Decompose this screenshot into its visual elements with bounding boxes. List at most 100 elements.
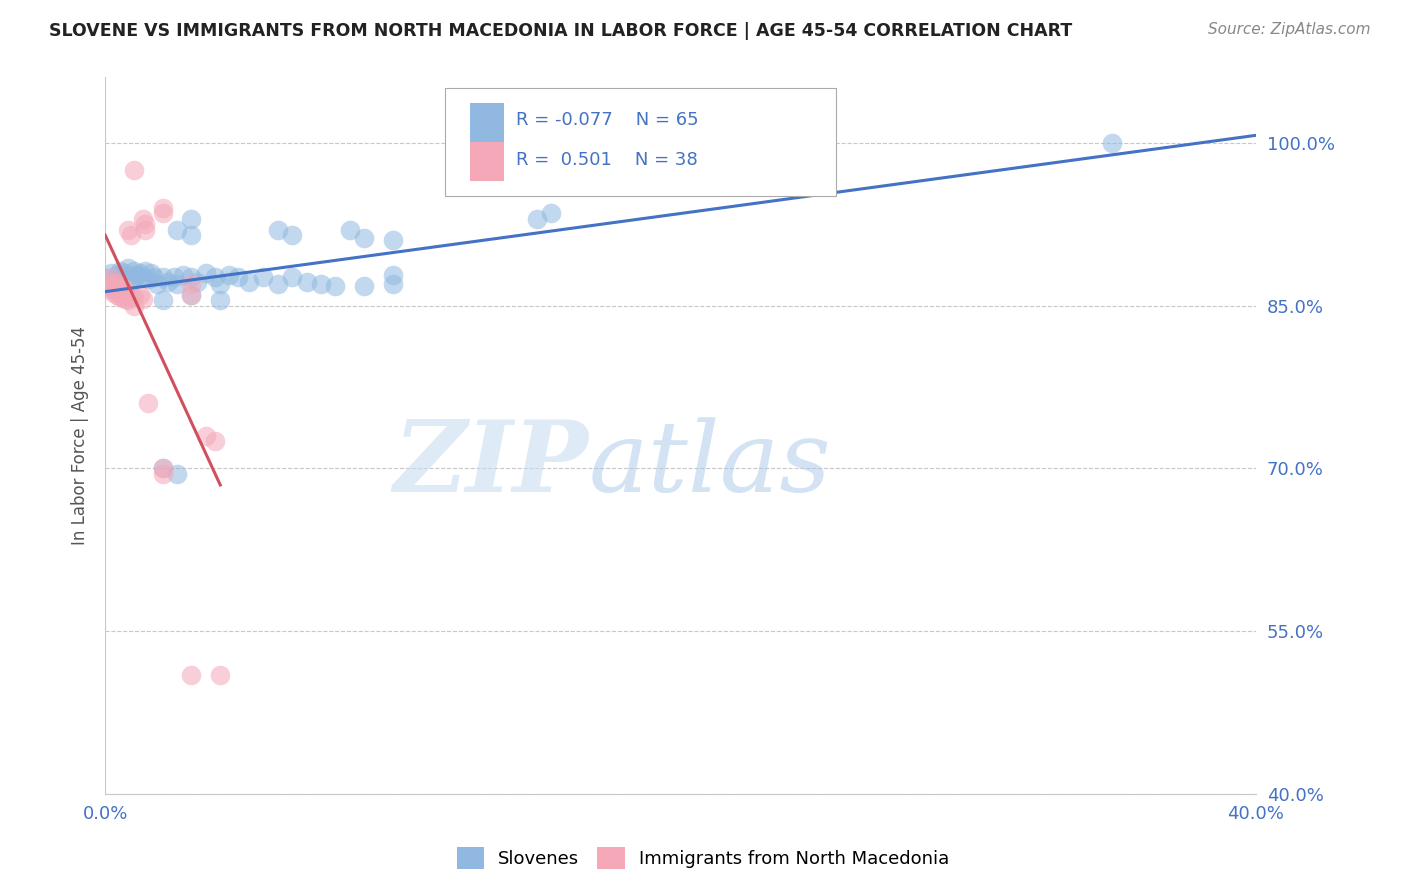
Point (122, 162, 145, 177)
Point (100, 266, 122, 280)
Point (204, 434, 226, 449)
Point (114, 266, 136, 280)
Point (120, 227, 142, 242)
Text: R = -0.077    N = 65: R = -0.077 N = 65 (516, 112, 699, 129)
Point (163, 270, 186, 285)
Point (152, 467, 174, 481)
Point (180, 211, 202, 226)
Point (125, 268, 148, 282)
Point (108, 274, 131, 288)
Point (128, 266, 150, 280)
Point (117, 260, 139, 275)
Point (100, 279, 122, 293)
Point (138, 396, 160, 410)
Point (166, 277, 188, 291)
Point (97, 282, 120, 296)
Point (134, 222, 156, 236)
Point (194, 429, 217, 443)
Point (122, 290, 145, 304)
Point (180, 287, 202, 301)
Point (152, 293, 174, 307)
Point (103, 275, 125, 289)
Point (108, 264, 131, 278)
Point (381, 268, 404, 282)
Point (131, 292, 153, 306)
Point (238, 275, 260, 289)
Point (100, 271, 122, 285)
Point (526, 211, 548, 226)
Point (209, 668, 232, 682)
Point (117, 293, 139, 307)
Point (226, 270, 249, 285)
Point (97, 277, 120, 291)
Point (152, 461, 174, 475)
Point (120, 287, 142, 301)
Point (172, 268, 194, 282)
Point (111, 279, 134, 293)
Point (218, 268, 240, 282)
Point (103, 285, 125, 300)
Point (111, 271, 134, 285)
Point (105, 287, 128, 301)
Point (97, 277, 120, 291)
Point (381, 233, 404, 247)
Legend: Slovenes, Immigrants from North Macedonia: Slovenes, Immigrants from North Macedoni… (447, 838, 959, 879)
Point (180, 227, 202, 242)
Text: R =  0.501    N = 38: R = 0.501 N = 38 (516, 151, 697, 169)
Point (180, 287, 202, 301)
FancyBboxPatch shape (470, 103, 505, 142)
Text: atlas: atlas (588, 417, 831, 512)
Point (131, 270, 153, 285)
Point (122, 264, 145, 278)
Point (128, 287, 150, 301)
Point (353, 279, 375, 293)
Point (134, 264, 156, 278)
Point (166, 467, 188, 481)
Point (117, 270, 139, 285)
Point (138, 272, 160, 286)
Point (281, 227, 304, 242)
Point (252, 270, 274, 285)
Point (108, 279, 131, 293)
Point (157, 275, 180, 289)
FancyBboxPatch shape (470, 142, 505, 181)
Point (204, 270, 226, 285)
Point (339, 222, 361, 236)
Point (267, 222, 290, 236)
Point (152, 270, 174, 285)
Point (111, 290, 134, 304)
Point (100, 279, 122, 293)
Point (309, 277, 332, 291)
Point (180, 668, 202, 682)
Point (97, 271, 120, 285)
Point (131, 211, 153, 226)
Point (134, 217, 156, 231)
Text: SLOVENE VS IMMIGRANTS FROM NORTH MACEDONIA IN LABOR FORCE | AGE 45-54 CORRELATIO: SLOVENE VS IMMIGRANTS FROM NORTH MACEDON… (49, 22, 1073, 40)
Point (111, 281, 134, 295)
Point (1101, 136, 1123, 150)
Point (209, 277, 232, 291)
Point (152, 461, 174, 475)
Point (143, 270, 166, 285)
Point (122, 271, 145, 285)
Point (103, 275, 125, 289)
Point (122, 299, 145, 313)
Point (114, 277, 136, 291)
Point (152, 206, 174, 220)
Point (152, 201, 174, 215)
Point (105, 277, 128, 291)
Point (323, 279, 346, 293)
Point (114, 292, 136, 306)
Point (120, 275, 142, 289)
Point (381, 277, 404, 291)
Point (108, 290, 131, 304)
Point (209, 293, 232, 307)
Point (105, 277, 128, 291)
Point (117, 285, 139, 300)
Point (267, 277, 290, 291)
FancyBboxPatch shape (444, 88, 835, 195)
Point (180, 277, 202, 291)
Point (114, 282, 136, 296)
Point (141, 266, 163, 280)
Point (186, 275, 208, 289)
